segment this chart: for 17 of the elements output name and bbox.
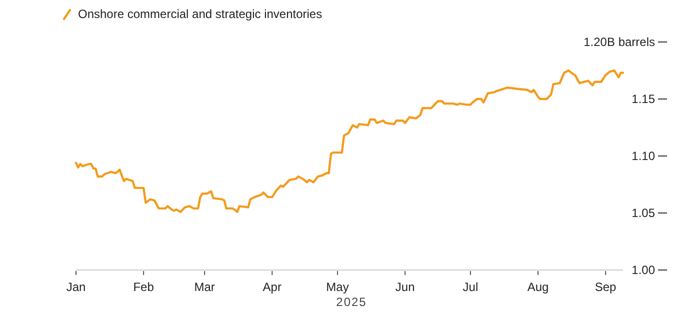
line-series <box>74 69 624 213</box>
y-tick-label: 1.20B barrels <box>584 35 655 49</box>
x-tick-label: Aug <box>527 280 549 294</box>
x-tick-label: Jun <box>395 280 415 294</box>
x-axis-title: 2025 <box>336 295 367 309</box>
y-tick-label: 1.15 <box>632 92 656 106</box>
x-tick-label: Mar <box>194 280 215 294</box>
x-tick-label: Apr <box>262 280 282 294</box>
x-tick-label: May <box>326 280 349 294</box>
x-tick-label: Jul <box>462 280 478 294</box>
y-tick-label: 1.00 <box>632 263 656 277</box>
y-tick-label: 1.05 <box>632 206 656 220</box>
x-tick-label: Jan <box>66 280 86 294</box>
legend-label: Onshore commercial and strategic inventories <box>78 7 322 21</box>
y-tick-label: 1.10 <box>632 149 656 163</box>
x-tick-label: Sep <box>594 280 617 294</box>
x-tick-label: Feb <box>133 280 154 294</box>
